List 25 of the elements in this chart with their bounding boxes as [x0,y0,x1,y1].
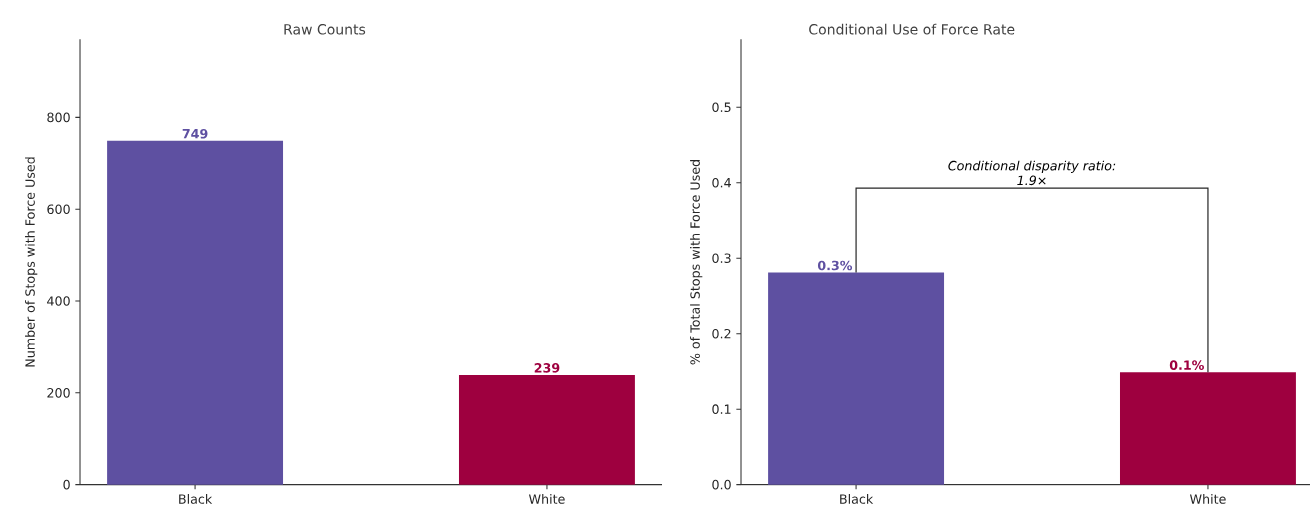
y-tick-label: 0.0 [712,479,731,490]
x-tick-label: White [528,494,565,504]
annotation: 1.9× [1017,175,1046,186]
y-tick-label: 600 [47,204,70,214]
y-tick-label: 0 [63,479,70,490]
y-tick-label: 800 [47,112,70,123]
data-label: 239 [534,363,560,373]
y-tick-label: 0.4 [712,177,731,188]
y-tick-label: 0.2 [712,328,731,339]
y-tick-label: 0.3 [712,253,731,264]
y-tick-label: 0.5 [712,102,731,113]
chart-title: Conditional Use of Force Rate [809,23,1015,35]
x-tick-label: Black [840,494,874,504]
annotation: Conditional disparity ratio: [948,160,1116,173]
y-tick-label: 200 [47,388,70,398]
y-tick-label: 400 [47,296,70,306]
data-label: 0.3% [817,260,853,271]
x-tick-label: Black [179,494,213,504]
y-axis-title: % of Total Stops with Force Used [690,160,703,365]
x-tick-label: White [1189,494,1226,504]
data-label: 749 [182,128,208,139]
y-axis-title: Number of Stops with Force Used [25,157,38,367]
data-label: 0.1% [1169,360,1204,370]
chart-title: Raw Counts [284,24,366,35]
y-tick-label: 0.1 [712,404,731,414]
